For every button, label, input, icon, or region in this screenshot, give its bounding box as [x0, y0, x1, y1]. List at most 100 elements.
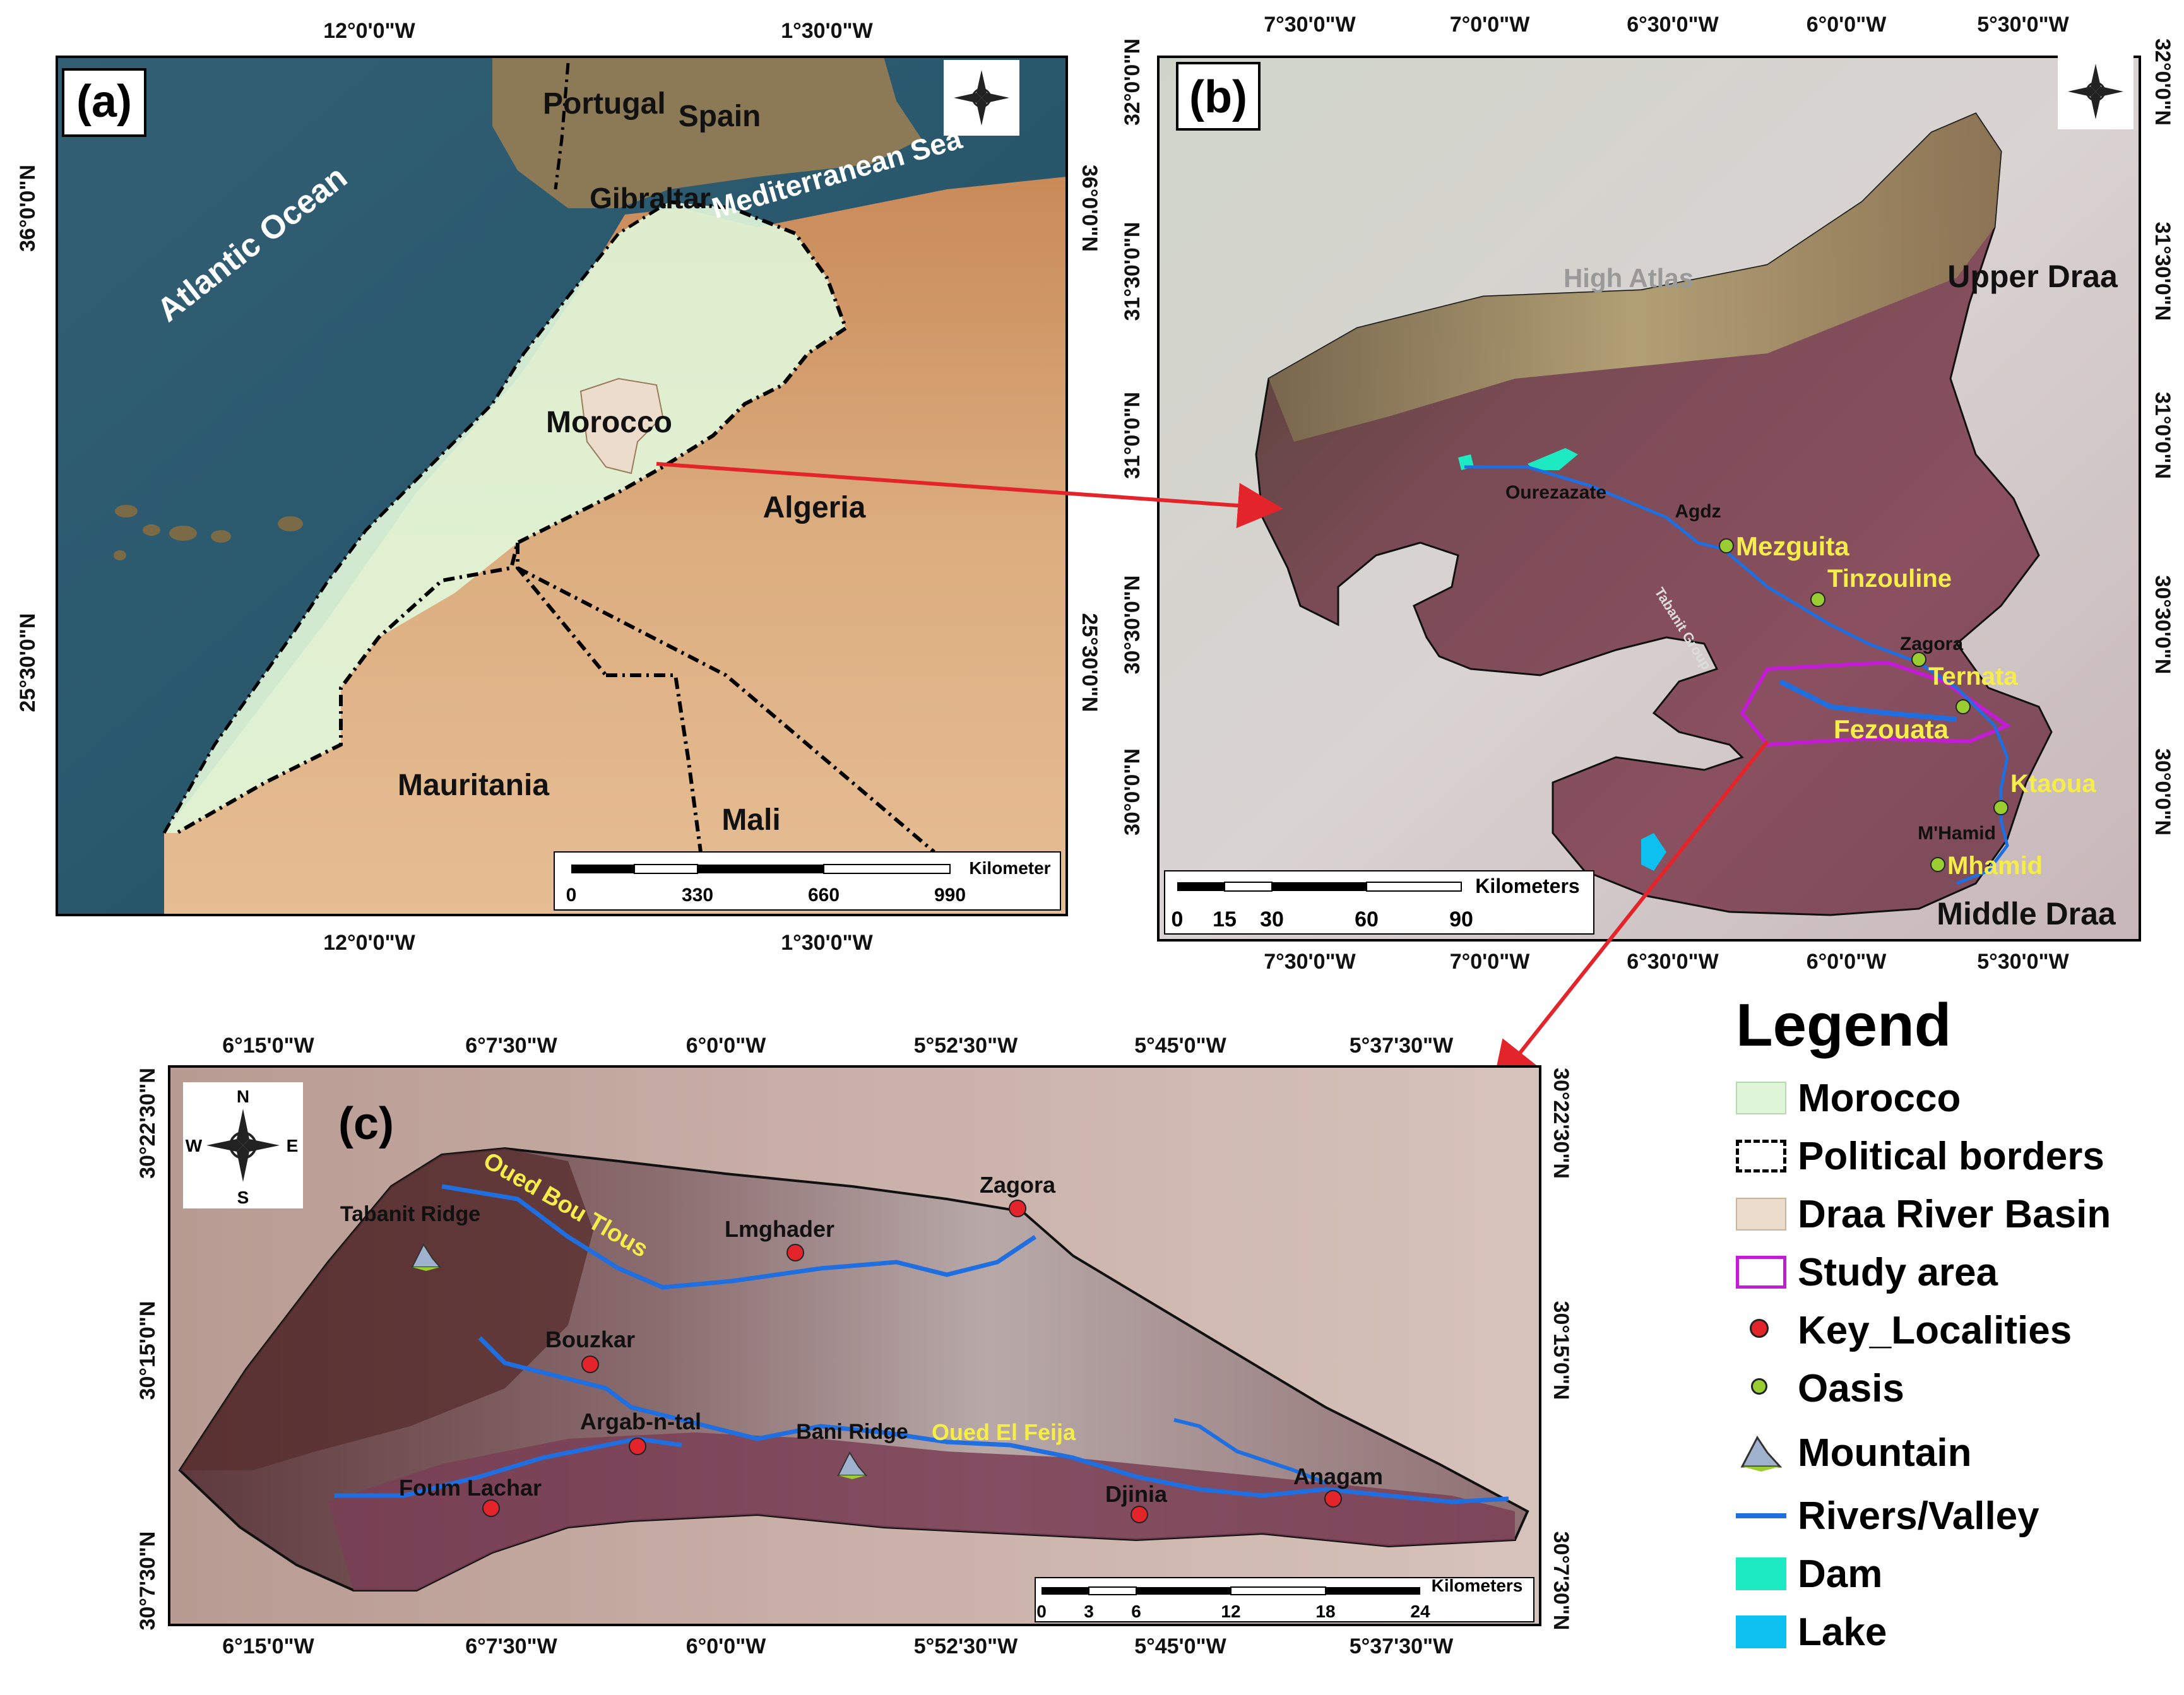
lake-1 [1641, 833, 1666, 871]
c-compass-s: S [237, 1188, 249, 1207]
c-top-tick-1: 6°7'30"W [465, 1034, 557, 1058]
panel-b-scale-1: 15 [1213, 907, 1237, 931]
border-mauritania-mali [606, 673, 703, 853]
river-oued-bou-tlous [441, 1184, 1036, 1290]
c-top-tick-3: 5°52'30"W [914, 1034, 1018, 1058]
a-bottom-tick-0: 12°0'0"W [323, 931, 415, 955]
c-label-anagam: Anagam [1293, 1463, 1383, 1489]
river-oued-el-feija [478, 1336, 1509, 1504]
africa-land [164, 177, 1067, 915]
c-label-foum-lachar: Foum Lachar [399, 1475, 542, 1501]
panel-c-scale-3: 12 [1221, 1602, 1240, 1621]
b-left-tick-3: 30°30'0"N [1120, 576, 1144, 675]
b-right-tick-0: 32°0'0"N [2151, 38, 2175, 126]
a-top-tick-0: 12°0'0"W [323, 19, 415, 43]
mountain-icon-bani [837, 1451, 868, 1479]
locality-argab: Argab-n-tal [580, 1409, 701, 1455]
legend-label-oasis: Oasis [1798, 1366, 1904, 1410]
legend-item-draa-basin: Draa River Basin [1736, 1189, 2111, 1239]
c-top-tick-0: 6°15'0"W [222, 1034, 314, 1058]
b-label-middle-draa: Middle Draa [1937, 896, 2116, 931]
mountain-icon [1736, 1434, 1786, 1472]
label-morocco: Morocco [546, 406, 672, 439]
b-right-tick-1: 31°30'0"N [2151, 222, 2175, 321]
c-label-bouzkar: Bouzkar [545, 1326, 635, 1352]
study-area-outline [1740, 660, 2012, 747]
b-right-tick-3: 30°30'0"N [2151, 576, 2175, 675]
a-bottom-tick-1: 1°30'0"W [781, 931, 873, 955]
a-left-tick-1: 25°30'0"N [16, 613, 40, 712]
a-right-tick-0: 36°0'0"N [1077, 165, 1101, 252]
panel-b-compass [2058, 54, 2134, 129]
label-mali: Mali [721, 803, 780, 837]
panel-a-compass [944, 60, 1019, 136]
panel-c-scale-1: 3 [1084, 1602, 1094, 1621]
tabanit-ridge-band [180, 1149, 593, 1470]
c-compass-w: W [186, 1136, 203, 1155]
b-top-tick-0: 7°30'0"W [1264, 13, 1356, 37]
border-portugal-spain [554, 62, 570, 190]
panel-c-scale-5: 24 [1410, 1602, 1430, 1621]
oasis-tinzouline-label: Tinzouline [1827, 565, 1952, 593]
draa-basin-small [579, 377, 664, 475]
oasis-fezouata-label: Fezouata [1834, 714, 1949, 744]
b-label-agdz: Agdz [1675, 501, 1721, 522]
locality-bouzkar: Bouzkar [545, 1326, 635, 1373]
b-label-mhamid: M'Hamid [1918, 823, 1996, 844]
b-label-zagora: Zagora [1900, 634, 1963, 654]
label-spain: Spain [679, 100, 761, 133]
legend-item-mountain: Mountain [1736, 1427, 1972, 1478]
b-label-high-atlas: High Atlas [1564, 263, 1694, 293]
a-left-tick-0: 36°0'0"N [16, 165, 40, 252]
legend-swatch-dam [1736, 1557, 1786, 1590]
panel-a-frame [56, 56, 1068, 916]
panel-b-scale-unit: Kilometers [1475, 875, 1579, 897]
label-mauritania: Mauritania [398, 769, 549, 802]
b-left-tick-1: 31°30'0"N [1120, 222, 1144, 321]
b-bottom-tick-0: 7°30'0"W [1264, 950, 1356, 974]
morocco-fill [164, 202, 846, 833]
c-bottom-tick-1: 6°7'30"W [465, 1634, 557, 1658]
panel-b-scale-0: 0 [1172, 907, 1184, 931]
panel-a-scale-1: 330 [682, 885, 713, 906]
locality-lmghader: Lmghader [725, 1216, 834, 1261]
locality-djinia: Djinia [1105, 1481, 1168, 1523]
oasis-ktaoua: Ktaoua [1993, 770, 2096, 815]
c-bottom-tick-4: 5°45'0"W [1134, 1634, 1226, 1658]
c-top-tick-2: 6°0'0"W [686, 1034, 767, 1058]
oasis-fezouata: Fezouata [1834, 699, 1971, 744]
legend-item-oasis: Oasis [1736, 1363, 1904, 1414]
panel-c-frame [168, 1065, 1541, 1626]
legend-item-rivers: Rivers/Valley [1736, 1491, 2039, 1541]
arrow-a-to-b [656, 462, 1283, 529]
c-bottom-tick-2: 6°0'0"W [686, 1634, 767, 1658]
legend-item-dam: Dam [1736, 1549, 1882, 1599]
legend-swatch-oasis [1736, 1369, 1786, 1407]
legend-item-morocco: Morocco [1736, 1073, 1961, 1123]
draa-river [1464, 465, 2009, 885]
iberia-land [492, 57, 922, 208]
legend-label-morocco: Morocco [1798, 1076, 1961, 1120]
oasis-tinzouline: Tinzouline [1810, 565, 1952, 607]
legend-swatch-rivers [1736, 1497, 1786, 1535]
b-bottom-tick-4: 5°30'0"W [1977, 950, 2069, 974]
legend-item-key-localities: Key_Localities [1736, 1305, 2072, 1355]
label-gibraltar: Gibraltar [590, 182, 711, 215]
b-top-tick-3: 6°0'0"W [1807, 13, 1887, 37]
b-left-tick-4: 30°0'0"N [1120, 748, 1144, 836]
legend-label-key-localities: Key_Localities [1798, 1308, 2072, 1352]
locality-foum-lachar: Foum Lachar [399, 1475, 542, 1517]
c-label-oued-el-feija: Oued El Feija [932, 1419, 1076, 1445]
c-label-lmghader: Lmghader [725, 1216, 834, 1242]
oasis-mhamid: Mhamid [1930, 852, 2043, 880]
b-top-tick-1: 7°0'0"W [1450, 13, 1531, 37]
c-right-tick-1: 30°15'0"N [1549, 1301, 1573, 1400]
panel-a-label-box [62, 68, 146, 137]
b-top-tick-4: 5°30'0"W [1977, 13, 2069, 37]
c-label-argab: Argab-n-tal [580, 1409, 701, 1434]
legend-label-study-area: Study area [1798, 1250, 1998, 1294]
locality-anagam: Anagam [1293, 1463, 1383, 1508]
legend-label-dam: Dam [1798, 1552, 1883, 1596]
b-left-tick-0: 32°0'0"N [1120, 38, 1144, 126]
b-bottom-tick-2: 6°30'0"W [1627, 950, 1719, 974]
